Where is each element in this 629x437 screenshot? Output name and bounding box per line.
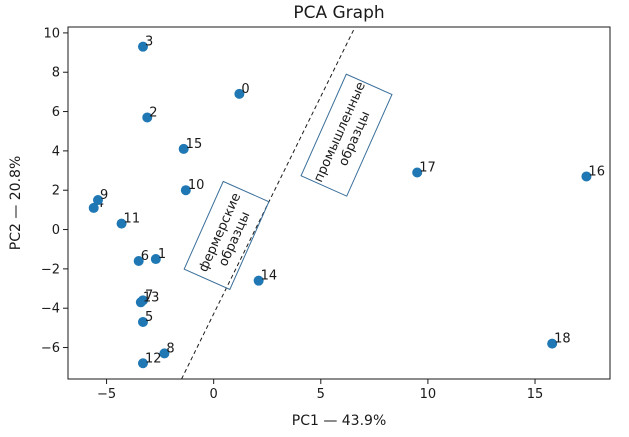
region-box bbox=[300, 73, 393, 197]
point-label: 12 bbox=[145, 351, 162, 366]
data-point bbox=[135, 297, 146, 308]
data-point bbox=[412, 167, 423, 178]
point-label: 8 bbox=[166, 341, 174, 356]
x-tick-label: −5 bbox=[97, 387, 116, 402]
points-layer: 0123456789101112131415161718 bbox=[88, 35, 605, 369]
point-label: 2 bbox=[149, 105, 157, 120]
y-tick-label: 0 bbox=[52, 223, 60, 238]
point-label: 13 bbox=[143, 290, 160, 305]
x-tick-label: 5 bbox=[317, 387, 325, 402]
data-point bbox=[92, 195, 103, 206]
x-tick-label: 15 bbox=[527, 387, 544, 402]
point-label: 6 bbox=[141, 249, 149, 264]
region-box bbox=[183, 180, 270, 291]
x-tick-label: 10 bbox=[420, 387, 437, 402]
y-tick-label: 2 bbox=[52, 184, 60, 199]
plot-area bbox=[67, 26, 611, 380]
y-tick-label: 4 bbox=[52, 144, 60, 159]
data-point bbox=[150, 254, 161, 265]
point-label: 11 bbox=[124, 212, 141, 227]
x-axis: −5 0 5 10 15 bbox=[97, 379, 543, 402]
point-label: 7 bbox=[145, 288, 153, 303]
point-label: 17 bbox=[419, 161, 436, 176]
data-point bbox=[137, 41, 148, 52]
point-label: 3 bbox=[145, 35, 153, 50]
point-label: 18 bbox=[554, 332, 571, 347]
chart-title: PCA Graph bbox=[293, 3, 384, 23]
point-label: 16 bbox=[588, 164, 605, 179]
data-point bbox=[133, 256, 144, 267]
data-point bbox=[581, 171, 592, 182]
data-point bbox=[178, 143, 189, 154]
y-axis: −6 −4 −2 0 2 4 6 8 10 bbox=[41, 26, 68, 356]
y-tick-label: −4 bbox=[41, 302, 60, 317]
point-label: 9 bbox=[100, 188, 108, 203]
data-point bbox=[159, 348, 170, 359]
data-point bbox=[142, 112, 153, 123]
point-label: 15 bbox=[186, 137, 203, 152]
point-label: 14 bbox=[261, 269, 278, 284]
data-point bbox=[116, 218, 127, 229]
y-axis-title: PC2 — 20.8% bbox=[8, 156, 24, 251]
x-tick-label: 0 bbox=[210, 387, 218, 402]
point-label: 10 bbox=[188, 178, 205, 193]
y-tick-label: 6 bbox=[52, 105, 60, 120]
data-point bbox=[137, 358, 148, 369]
point-label: 1 bbox=[158, 247, 166, 262]
y-tick-label: 10 bbox=[43, 26, 60, 41]
data-point bbox=[234, 88, 245, 99]
point-label: 0 bbox=[241, 82, 249, 97]
y-tick-label: −2 bbox=[41, 262, 60, 277]
y-tick-label: 8 bbox=[52, 66, 60, 81]
data-point bbox=[253, 275, 264, 286]
data-point bbox=[547, 338, 558, 349]
point-label: 5 bbox=[145, 310, 153, 325]
x-axis-title: PC1 — 43.9% bbox=[292, 413, 387, 429]
data-point bbox=[137, 316, 148, 327]
y-tick-label: −6 bbox=[41, 341, 60, 356]
data-point bbox=[180, 185, 191, 196]
data-point bbox=[88, 202, 99, 213]
